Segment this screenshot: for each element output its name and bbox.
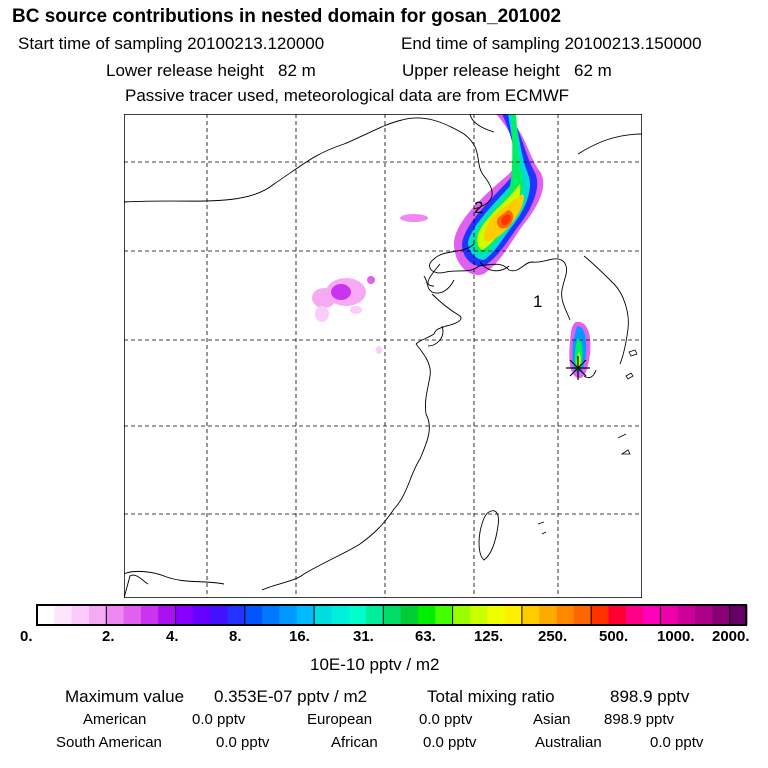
colorbar-cell: [106, 605, 124, 625]
region-name: African: [331, 734, 378, 751]
colorbar-tick-label: 8.: [229, 628, 242, 645]
start-time-label: Start time of sampling 20100213.120000: [18, 34, 325, 53]
chart-title: BC source contributions in nested domain…: [12, 6, 562, 27]
colorbar-cell: [383, 605, 402, 625]
colorbar-cell: [227, 605, 246, 625]
total-mixing-value: 898.9 pptv: [610, 687, 690, 706]
colorbar-tick-label: 2.: [102, 628, 115, 645]
colorbar-cell: [158, 605, 176, 625]
region-value: 0.0 pptv: [419, 711, 473, 728]
colorbar-cell: [175, 605, 194, 625]
colorbar-cell: [469, 605, 488, 625]
colorbar-cell: [452, 605, 471, 625]
colorbar-cell: [88, 605, 107, 625]
colorbar-cell: [677, 605, 696, 625]
colorbar-tick-label: 250.: [538, 628, 568, 645]
colorbar-cell: [608, 605, 627, 625]
colorbar-tick-label: 4.: [166, 628, 179, 645]
colorbar-cell: [573, 605, 592, 625]
colorbar-cell: [417, 605, 436, 625]
colorbar-cell: [591, 605, 609, 625]
colorbar-cell: [712, 605, 731, 625]
colorbar-cell: [625, 605, 644, 625]
colorbar-cell: [314, 605, 332, 625]
colorbar-cell: [539, 605, 557, 625]
colorbar-cell: [660, 605, 679, 625]
colorbar-cell: [556, 605, 575, 625]
taiwan-outline: [478, 510, 499, 561]
colorbar-cell: [487, 605, 505, 625]
colorbar-tick-label: 2000.: [712, 628, 750, 645]
colorbar-cell: [366, 605, 384, 625]
colorbar-cell: [296, 605, 315, 625]
colorbar-cell: [400, 605, 419, 625]
colorbar-cell: [244, 605, 263, 625]
region-name: American: [83, 711, 147, 728]
region-value: 0.0 pptv: [423, 734, 477, 751]
tracer-note: Passive tracer used, meteorological data…: [125, 86, 570, 105]
inland-spots: [312, 214, 428, 354]
islands: [537, 349, 638, 535]
end-time-label: End time of sampling 20100213.150000: [401, 34, 702, 53]
colorbar-cell: [695, 605, 713, 625]
colorbar-cell: [140, 605, 159, 625]
colorbar-tick-label: 500.: [599, 628, 629, 645]
colorbar-units: 10E-10 pptv / m2: [310, 655, 440, 674]
lat-lon-grid: [124, 114, 642, 598]
colorbar-tick-label: 1000.: [657, 628, 695, 645]
colorbar-tick-label: 125.: [474, 628, 504, 645]
max-value-label: Maximum value: [65, 687, 185, 706]
region-name: Asian: [533, 711, 571, 728]
colorbar-cell: [210, 605, 228, 625]
total-mixing-label: Total mixing ratio: [427, 687, 555, 706]
colorbar-cell: [192, 605, 211, 625]
region-label-2: 2: [474, 198, 483, 217]
colorbar-cell: [348, 605, 367, 625]
colorbar-cell: [37, 605, 55, 625]
map-panel: 2 1: [124, 114, 642, 598]
colorbar-cell: [729, 605, 748, 625]
region-label-1: 1: [533, 292, 542, 311]
region-name: European: [307, 711, 373, 728]
region-value: 0.0 pptv: [192, 711, 246, 728]
region-value: 0.0 pptv: [650, 734, 704, 751]
colorbar: [36, 604, 748, 626]
region-name: Australian: [535, 734, 602, 751]
colorbar-cell: [54, 605, 73, 625]
colorbar-tick-label: 0.: [20, 628, 33, 645]
colorbar-cell: [123, 605, 142, 625]
colorbar-cell: [504, 605, 523, 625]
region-value: 898.9 pptv: [604, 711, 675, 728]
colorbar-cell: [331, 605, 350, 625]
colorbar-cell: [262, 605, 280, 625]
colorbar-tick-label: 63.: [415, 628, 436, 645]
colorbar-cell: [521, 605, 540, 625]
coastlines: [124, 114, 642, 598]
colorbar-cell: [71, 605, 90, 625]
colorbar-cell: [643, 605, 661, 625]
region-value: 0.0 pptv: [216, 734, 270, 751]
colorbar-cell: [435, 605, 454, 625]
colorbar-cell: [279, 605, 298, 625]
colorbar-tick-label: 31.: [353, 628, 374, 645]
colorbar-tick-label: 16.: [289, 628, 310, 645]
plume-north: [454, 114, 544, 275]
region-name: South American: [56, 734, 162, 751]
receptor-marker: [566, 356, 590, 380]
upper-release-height: Upper release height 62 m: [402, 61, 612, 80]
lower-release-height: Lower release height 82 m: [106, 61, 316, 80]
max-value: 0.353E-07 pptv / m2: [214, 687, 368, 706]
